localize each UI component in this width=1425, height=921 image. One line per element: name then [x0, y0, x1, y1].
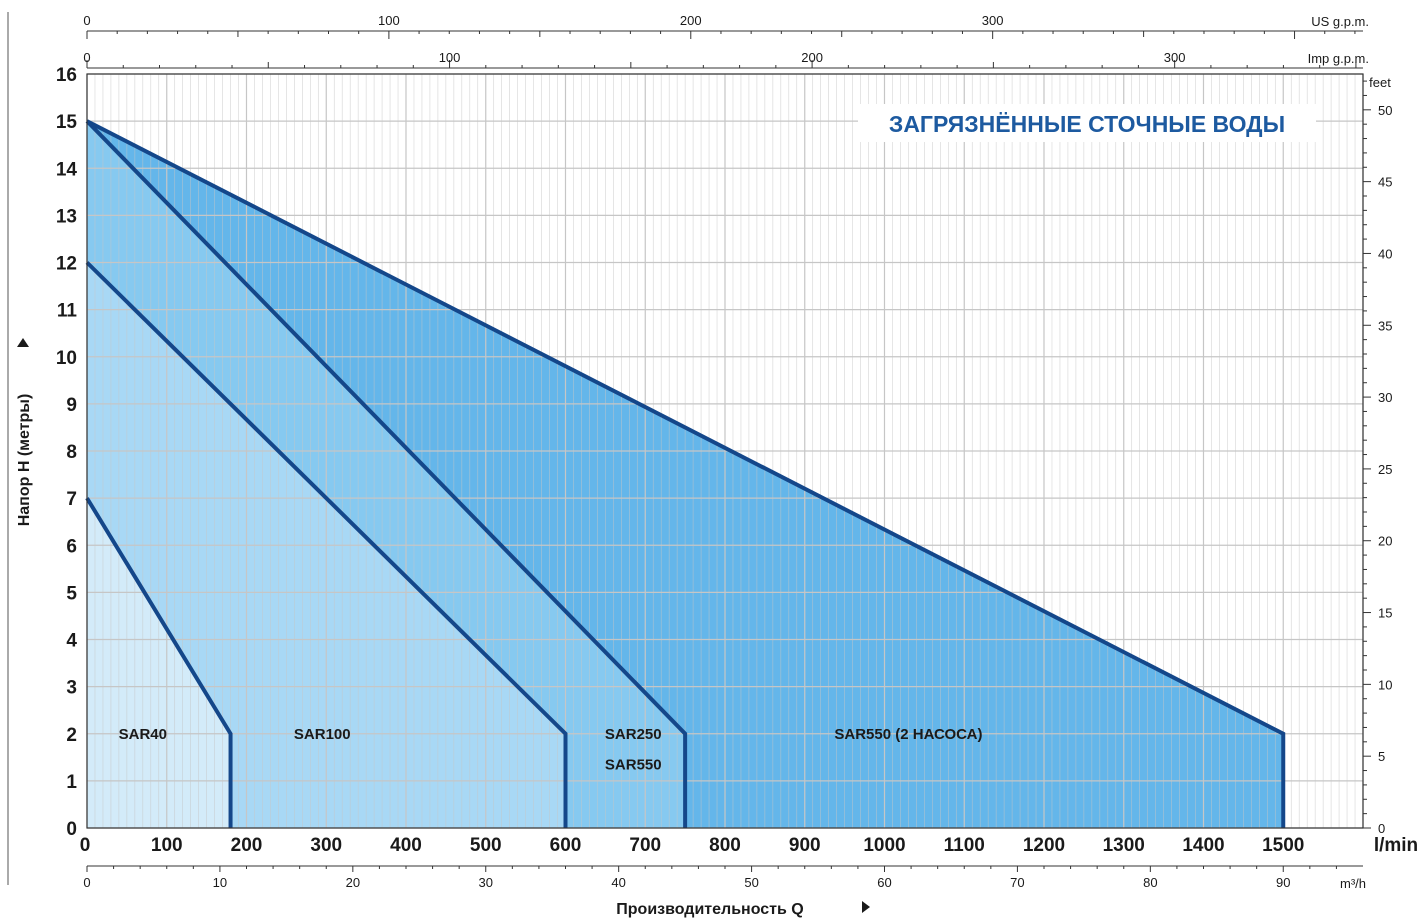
x-tick-label: 1500	[1262, 835, 1304, 856]
feet-tick-label: 10	[1378, 677, 1392, 692]
m3h-tick-label: 90	[1276, 875, 1290, 890]
x-axis-title: Производительность Q	[616, 901, 803, 918]
y-tick-label: 5	[66, 583, 77, 604]
feet-tick-label: 40	[1378, 246, 1392, 261]
x-unit-label: l/min	[1374, 835, 1418, 856]
region-label: SAR250	[605, 726, 662, 743]
m3h-unit-label: m³/h	[1340, 876, 1366, 891]
y-tick-label: 2	[66, 725, 77, 746]
region-label: SAR100	[294, 726, 351, 743]
region-label: SAR40	[119, 726, 167, 743]
region-labels: SAR40 SAR100 SAR250 SAR550 SAR550 (2 НАСОСА)	[119, 726, 983, 774]
m3h-tick-label: 80	[1143, 875, 1157, 890]
x-tick-label: 100	[151, 835, 183, 856]
imp-gpm-tick-label: 100	[439, 50, 461, 65]
imp-gpm-tick-label: 300	[1164, 50, 1186, 65]
us-gpm-tick-label: 200	[680, 13, 702, 28]
feet-tick-label: 0	[1378, 821, 1385, 836]
x-tick-label: 1000	[863, 835, 905, 856]
region-label: SAR550	[605, 756, 662, 773]
grid	[86, 73, 1364, 829]
chart-title: ЗАГРЯЗНЁННЫЕ СТОЧНЫЕ ВОДЫ	[889, 111, 1285, 137]
y-tick-label: 16	[56, 65, 77, 86]
x-tick-label: 700	[629, 835, 661, 856]
m3h-tick-label: 70	[1010, 875, 1024, 890]
y-axis-arrow-icon	[17, 338, 29, 347]
x-tick-label: 0	[80, 835, 91, 856]
curve-sar250-sar550	[85, 119, 688, 828]
y-tick-label: 9	[66, 395, 77, 416]
feet-tick-label: 35	[1378, 318, 1392, 333]
bottom-axes: 0 100 200 300 400 500 600 700 800 900 1000 1100 1200…	[80, 835, 1363, 890]
curve-sar550-2	[86, 119, 1286, 828]
x-tick-label: 300	[310, 835, 342, 856]
title-background	[858, 104, 1316, 142]
imp-gpm-tick-label: 200	[801, 50, 823, 65]
us-gpm-tick-label: 300	[982, 13, 1004, 28]
y-tick-label: 11	[57, 301, 78, 322]
us-gpm-unit-label: US g.p.m.	[1311, 14, 1369, 29]
x-tick-label: 600	[550, 835, 582, 856]
y-tick-label: 15	[56, 112, 78, 133]
y-tick-label: 10	[56, 348, 77, 369]
y-tick-label: 4	[66, 631, 77, 652]
feet-tick-label: 15	[1378, 606, 1392, 621]
y-tick-label: 8	[66, 442, 77, 463]
x-tick-label: 1200	[1023, 835, 1065, 856]
us-gpm-tick-label: 0	[83, 13, 90, 28]
feet-tick-label: 30	[1378, 390, 1392, 405]
x-tick-label: 500	[470, 835, 502, 856]
top-axes: 0 100 200 300 0 100 200 300	[83, 13, 1363, 69]
imp-gpm-tick-label: 0	[83, 50, 90, 65]
plot-frame	[86, 73, 1364, 829]
feet-tick-label: 45	[1378, 175, 1392, 190]
y-tick-label: 3	[66, 678, 77, 699]
right-feet-axis: 0 5 10 15 20 25 30 35 40 45 50	[1363, 80, 1392, 836]
y-tick-label: 7	[66, 489, 77, 510]
x-axis-arrow-icon	[862, 901, 870, 913]
y-tick-label: 14	[56, 159, 78, 180]
y-tick-label: 12	[56, 254, 77, 275]
m3h-tick-label: 10	[213, 875, 227, 890]
y-tick-label: 0	[66, 819, 77, 840]
m3h-tick-label: 40	[611, 875, 625, 890]
x-tick-label: 1100	[944, 835, 985, 856]
x-tick-label: 1300	[1103, 835, 1145, 856]
m3h-tick-label: 30	[479, 875, 493, 890]
imp-gpm-unit-label: Imp g.p.m.	[1308, 51, 1369, 66]
y-tick-label: 13	[56, 206, 77, 227]
m3h-tick-label: 0	[83, 875, 90, 890]
m3h-tick-label: 60	[877, 875, 891, 890]
us-gpm-tick-label: 100	[378, 13, 400, 28]
feet-unit-label: feet	[1369, 75, 1391, 90]
feet-tick-label: 25	[1378, 462, 1392, 477]
curve-lines	[85, 119, 1286, 828]
feet-tick-label: 20	[1378, 534, 1392, 549]
x-tick-label: 900	[789, 835, 821, 856]
curve-sar100	[85, 261, 568, 828]
feet-tick-label: 5	[1378, 749, 1385, 764]
x-tick-label: 200	[231, 835, 263, 856]
feet-tick-label: 50	[1378, 103, 1392, 118]
y-tick-label: 1	[66, 772, 77, 793]
x-tick-label: 1400	[1182, 835, 1224, 856]
y-axis-title: Напор H (метры)	[16, 394, 33, 527]
m3h-tick-label: 50	[744, 875, 758, 890]
region-label: SAR550 (2 НАСОСА)	[834, 726, 982, 743]
curve-sar40	[85, 497, 233, 828]
x-tick-label: 400	[390, 835, 422, 856]
m3h-tick-label: 20	[346, 875, 360, 890]
x-tick-label: 800	[709, 835, 741, 856]
y-tick-label: 6	[66, 536, 77, 557]
